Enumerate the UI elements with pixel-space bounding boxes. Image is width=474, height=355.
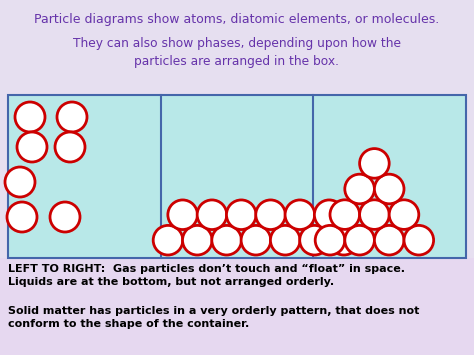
Circle shape [314, 200, 344, 230]
Circle shape [256, 200, 285, 230]
Text: Particle diagrams show atoms, diatomic elements, or molecules.: Particle diagrams show atoms, diatomic e… [35, 13, 439, 26]
Text: Solid matter has particles in a very orderly pattern, that does not
conform to t: Solid matter has particles in a very ord… [8, 306, 419, 329]
Circle shape [212, 225, 241, 255]
Circle shape [15, 102, 45, 132]
Circle shape [241, 225, 271, 255]
Text: They can also show phases, depending upon how the
particles are arranged in the : They can also show phases, depending upo… [73, 37, 401, 68]
Bar [8, 95, 466, 258]
Circle shape [227, 200, 256, 230]
Text: LEFT TO RIGHT:  Gas particles don’t touch and “float” in space.
Liquids are at t: LEFT TO RIGHT: Gas particles don’t touch… [8, 264, 405, 287]
Circle shape [153, 225, 183, 255]
Circle shape [300, 225, 329, 255]
Bar [0, 258, 474, 355]
Circle shape [374, 225, 404, 255]
Circle shape [197, 200, 227, 230]
Circle shape [17, 132, 47, 162]
Circle shape [360, 149, 389, 178]
Circle shape [55, 132, 85, 162]
Circle shape [389, 200, 419, 229]
Circle shape [50, 202, 80, 232]
Circle shape [374, 174, 404, 204]
Circle shape [182, 225, 212, 255]
Circle shape [57, 102, 87, 132]
Circle shape [270, 225, 300, 255]
Circle shape [329, 225, 359, 255]
Circle shape [330, 200, 360, 229]
Circle shape [315, 225, 345, 255]
Bar [0, 0, 474, 95]
Circle shape [7, 202, 37, 232]
Circle shape [345, 174, 374, 204]
Circle shape [285, 200, 315, 230]
Circle shape [5, 167, 35, 197]
Circle shape [168, 200, 198, 230]
Circle shape [345, 225, 374, 255]
Circle shape [404, 225, 434, 255]
Circle shape [360, 200, 389, 229]
